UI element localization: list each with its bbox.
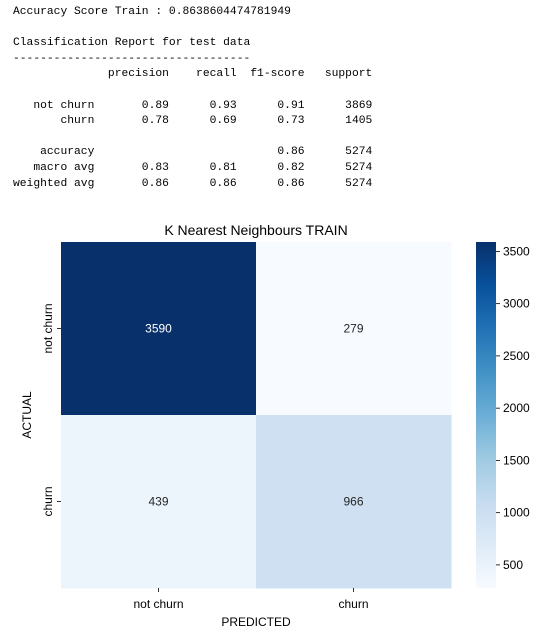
y-tick-label: churn	[41, 486, 55, 516]
heatmap-cell	[61, 415, 257, 589]
report-row-weighted-avg: weighted avg 0.86 0.86 0.86 5274	[13, 177, 373, 190]
cell-value-label: 279	[343, 322, 363, 336]
x-axis-label: PREDICTED	[221, 615, 291, 629]
colorbar-tick-label: 500	[503, 558, 523, 572]
report-rule: -----------------------------------	[13, 52, 251, 65]
colorbar-ticks: 500 1000 1500 2000 2500 3000 3500	[496, 244, 530, 572]
x-axis: not churn churn	[133, 588, 369, 611]
cell-value-label: 439	[148, 495, 168, 509]
colorbar-tick-label: 3000	[503, 297, 530, 311]
cell-value-label: 3590	[145, 322, 172, 336]
heatmap-cell	[256, 415, 452, 589]
chart-title: K Nearest Neighbours TRAIN	[164, 222, 347, 238]
colorbar-tick-label: 3500	[503, 244, 530, 258]
classification-report: Accuracy Score Train : 0.863860447478194…	[13, 5, 372, 192]
colorbar-tick-label: 1500	[503, 453, 530, 467]
y-axis-label: ACTUAL	[20, 391, 34, 439]
report-title: Classification Report for test data	[13, 37, 251, 50]
report-row-churn: churn 0.78 0.69 0.73 1405	[13, 115, 373, 128]
report-row-accuracy: accuracy 0.86 5274	[13, 146, 373, 159]
report-row-not-churn: not churn 0.89 0.93 0.91 3869	[13, 99, 373, 112]
x-tick-label: churn	[338, 597, 368, 611]
heatmap-cell	[61, 242, 257, 416]
x-tick-label: not churn	[133, 597, 183, 611]
colorbar-tick-label: 2500	[503, 349, 530, 363]
y-axis: not churn churn	[41, 303, 61, 517]
cell-value-label: 966	[343, 495, 363, 509]
colorbar-tick-label: 1000	[503, 506, 530, 520]
y-tick-label: not churn	[41, 303, 55, 353]
heatmap-cell	[256, 242, 452, 416]
report-row-macro-avg: macro avg 0.83 0.81 0.82 5274	[13, 161, 373, 174]
colorbar-tick-label: 2000	[503, 401, 530, 415]
report-header: precision recall f1-score support	[13, 68, 373, 81]
heatmap-cells: 3590 279 439 966	[61, 242, 452, 589]
colorbar	[476, 242, 496, 588]
accuracy-score-line: Accuracy Score Train : 0.863860447478194…	[13, 6, 291, 18]
